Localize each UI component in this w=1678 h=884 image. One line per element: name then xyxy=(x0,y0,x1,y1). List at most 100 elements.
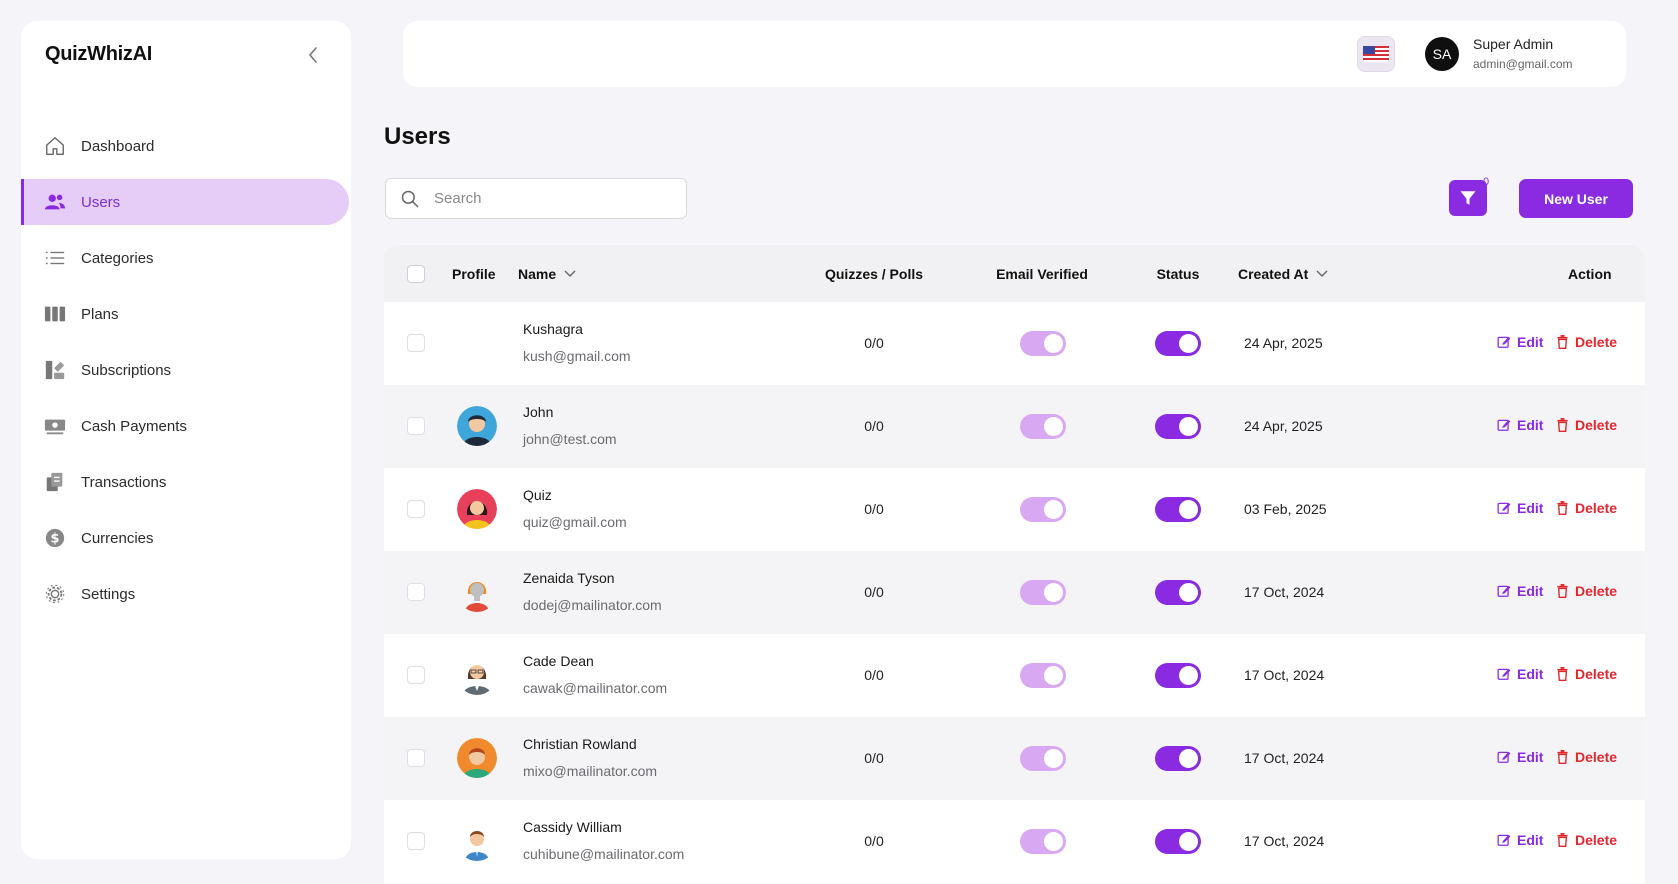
user-name-cell: Cade Dean xyxy=(523,653,594,669)
brand-logo[interactable]: QuizWhizAI xyxy=(45,43,152,65)
delete-button[interactable]: Delete xyxy=(1556,500,1617,516)
filter-button[interactable] xyxy=(1449,180,1487,216)
chevron-down-icon xyxy=(1316,270,1328,277)
edit-label: Edit xyxy=(1517,500,1544,516)
table-row: Zenaida Tyson dodej@mailinator.com 0/0 1… xyxy=(384,551,1645,634)
avatar xyxy=(457,655,497,695)
transactions-icon xyxy=(43,470,67,494)
edit-icon xyxy=(1497,668,1511,680)
sidebar-item-label: Users xyxy=(81,193,121,211)
sidebar-item-dashboard[interactable]: Dashboard xyxy=(21,123,349,169)
delete-button[interactable]: Delete xyxy=(1556,417,1617,433)
delete-label: Delete xyxy=(1575,832,1618,848)
email-verified-toggle[interactable] xyxy=(1020,414,1066,439)
created-at-cell: 17 Oct, 2024 xyxy=(1244,750,1325,766)
language-selector[interactable] xyxy=(1357,36,1395,72)
quizzes-polls-cell: 0/0 xyxy=(864,501,884,517)
delete-button[interactable]: Delete xyxy=(1556,666,1617,682)
dollar-icon: $ xyxy=(43,526,67,550)
quizzes-polls-cell: 0/0 xyxy=(864,667,884,683)
chevron-down-icon xyxy=(564,270,576,277)
edit-icon xyxy=(1497,585,1511,597)
row-checkbox[interactable] xyxy=(407,666,425,684)
sidebar-item-label: Dashboard xyxy=(81,137,155,155)
row-checkbox[interactable] xyxy=(407,832,425,850)
column-header-created-at[interactable]: Created At xyxy=(1238,245,1328,302)
user-avatar[interactable]: SA xyxy=(1425,37,1459,71)
delete-label: Delete xyxy=(1575,500,1618,516)
edit-button[interactable]: Edit xyxy=(1497,417,1543,433)
column-header-label: Created At xyxy=(1238,265,1309,282)
email-verified-toggle[interactable] xyxy=(1020,663,1066,688)
delete-button[interactable]: Delete xyxy=(1556,832,1617,848)
email-verified-toggle[interactable] xyxy=(1020,497,1066,522)
status-toggle[interactable] xyxy=(1155,663,1201,688)
list-icon xyxy=(43,246,67,270)
status-toggle[interactable] xyxy=(1155,580,1201,605)
table-row: Kushagra kush@gmail.com 0/0 24 Apr, 2025… xyxy=(384,302,1645,385)
edit-button[interactable]: Edit xyxy=(1497,500,1543,516)
email-verified-toggle[interactable] xyxy=(1020,580,1066,605)
column-header-quizzes: Quizzes / Polls xyxy=(824,265,924,282)
edit-icon xyxy=(1497,502,1511,514)
created-at-cell: 17 Oct, 2024 xyxy=(1244,833,1325,849)
user-email-cell: cuhibune@mailinator.com xyxy=(523,846,685,862)
row-checkbox[interactable] xyxy=(407,749,425,767)
sidebar-item-settings[interactable]: Settings xyxy=(21,571,349,617)
email-verified-toggle[interactable] xyxy=(1020,746,1066,771)
table-row: John john@test.com 0/0 24 Apr, 2025 Edit… xyxy=(384,385,1645,468)
edit-button[interactable]: Edit xyxy=(1497,583,1543,599)
email-verified-toggle[interactable] xyxy=(1020,829,1066,854)
user-email: admin@gmail.com xyxy=(1473,57,1573,71)
edit-button[interactable]: Edit xyxy=(1497,666,1543,682)
search-box[interactable] xyxy=(385,178,687,219)
delete-button[interactable]: Delete xyxy=(1556,334,1617,350)
delete-label: Delete xyxy=(1575,749,1618,765)
edit-label: Edit xyxy=(1517,417,1544,433)
sidebar-item-label: Plans xyxy=(81,305,119,323)
table-row: Quiz quiz@gmail.com 0/0 03 Feb, 2025 Edi… xyxy=(384,468,1645,551)
edit-button[interactable]: Edit xyxy=(1497,832,1543,848)
users-table: Profile Name Quizzes / Polls Email Verif… xyxy=(384,245,1645,884)
user-name[interactable]: Super Admin xyxy=(1473,36,1554,52)
sidebar-item-categories[interactable]: Categories xyxy=(21,235,349,281)
edit-button[interactable]: Edit xyxy=(1497,749,1543,765)
user-name-cell: Zenaida Tyson xyxy=(523,570,615,586)
edit-icon xyxy=(1497,751,1511,763)
status-toggle[interactable] xyxy=(1155,829,1201,854)
sidebar-item-currencies[interactable]: $ Currencies xyxy=(21,515,349,561)
trash-icon xyxy=(1557,501,1568,515)
column-header-name[interactable]: Name xyxy=(518,245,576,302)
select-all-checkbox[interactable] xyxy=(407,264,425,283)
delete-button[interactable]: Delete xyxy=(1556,749,1617,765)
row-checkbox[interactable] xyxy=(407,500,425,518)
edit-icon xyxy=(1497,336,1511,348)
chevron-left-icon xyxy=(308,47,317,63)
status-toggle[interactable] xyxy=(1155,331,1201,356)
sidebar-item-subscriptions[interactable]: Subscriptions xyxy=(21,347,349,393)
search-input[interactable] xyxy=(434,190,664,207)
sidebar-item-label: Subscriptions xyxy=(81,361,172,379)
new-user-button[interactable]: New User xyxy=(1519,179,1633,218)
sidebar-item-cash-payments[interactable]: Cash Payments xyxy=(21,403,349,449)
quizzes-polls-cell: 0/0 xyxy=(864,833,884,849)
filter-count-badge: 0 xyxy=(1483,176,1490,188)
row-checkbox[interactable] xyxy=(407,334,425,352)
status-toggle[interactable] xyxy=(1155,414,1201,439)
status-toggle[interactable] xyxy=(1155,746,1201,771)
collapse-sidebar-button[interactable] xyxy=(301,43,325,67)
user-name-cell: Cassidy William xyxy=(523,819,622,835)
row-checkbox[interactable] xyxy=(407,417,425,435)
subscriptions-icon xyxy=(43,358,67,382)
trash-icon xyxy=(1557,335,1568,349)
table-row: Christian Rowland mixo@mailinator.com 0/… xyxy=(384,717,1645,800)
edit-button[interactable]: Edit xyxy=(1497,334,1543,350)
sidebar-item-transactions[interactable]: Transactions xyxy=(21,459,349,505)
email-verified-toggle[interactable] xyxy=(1020,331,1066,356)
sidebar-item-users[interactable]: Users xyxy=(21,179,349,225)
row-checkbox[interactable] xyxy=(407,583,425,601)
sidebar-item-plans[interactable]: Plans xyxy=(21,291,349,337)
status-toggle[interactable] xyxy=(1155,497,1201,522)
user-name-cell: John xyxy=(523,404,554,420)
delete-button[interactable]: Delete xyxy=(1556,583,1617,599)
